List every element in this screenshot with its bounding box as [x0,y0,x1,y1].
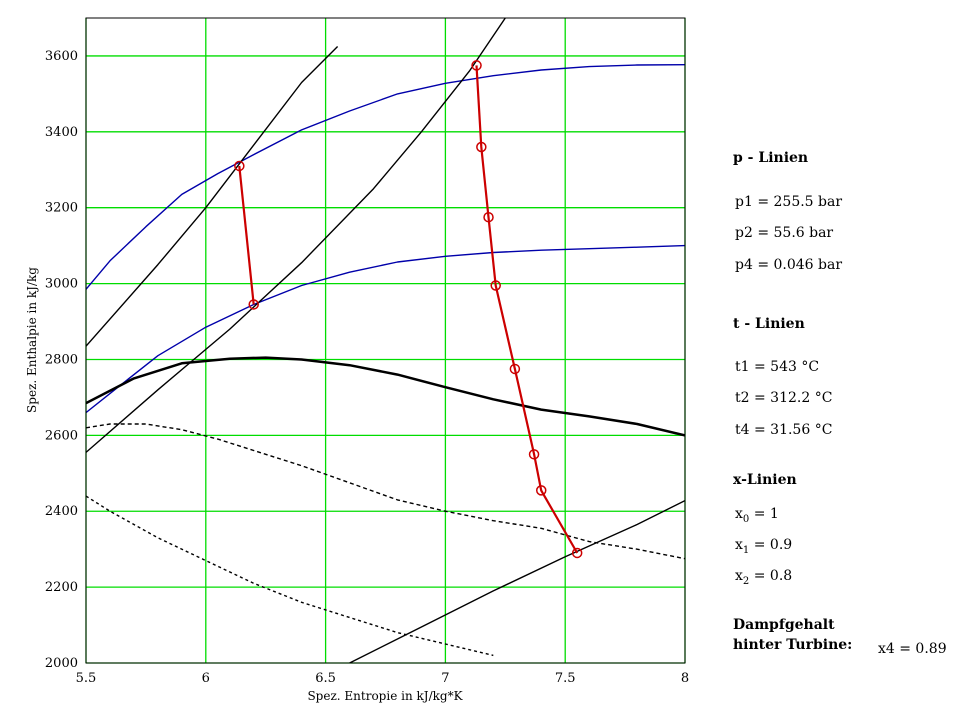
process-point-9-6 [535,485,547,496]
plot-frame [85,17,686,664]
process-point-9-4 [509,363,521,375]
x-tick-label-2: 6.5 [315,671,336,686]
plot-area [86,18,685,663]
isotherm-line-2 [86,46,339,347]
x-tick-labels: 5.5 6 6.5 7 7.5 8 [76,671,689,686]
y-tick-label-0: 2000 [45,656,78,671]
process-point-9-5 [528,449,540,460]
process-point-9-2 [483,211,494,223]
y-axis-label: Spez. Enthalpie in kJ/kg [25,267,39,413]
y-tick-label-7: 3400 [45,125,78,140]
y-tick-labels: 2000 2200 2400 2600 2800 3000 3200 3400 3600 [45,49,78,671]
process-line-8 [238,165,255,305]
isobar-line-1 [86,244,685,414]
isotherm-line-4 [349,499,685,663]
x-tick-label-4: 7.5 [555,671,576,686]
x-line-line-5 [86,356,685,437]
isotherm-line-3 [86,18,506,453]
process-markers [234,60,583,559]
x-tick-label-0: 5.5 [76,671,97,686]
x-tick-label-5: 8 [681,671,689,686]
y-tick-label-5: 3000 [45,277,78,292]
x-tick-label-1: 6 [202,671,210,686]
process-point-8-1 [248,299,259,310]
isobar-line-0 [86,64,685,290]
x-line-dashed-line-6 [86,423,685,560]
x-tick-label-3: 7 [441,671,449,686]
process-point-9-0 [471,60,482,71]
y-tick-label-2: 2400 [45,504,78,519]
x-axis-label: Spez. Entropie in kJ/kg*K [307,689,463,703]
process-point-9-1 [476,141,487,153]
y-tick-label-6: 3200 [45,201,78,216]
process-point-9-7 [571,547,583,559]
y-tick-label-8: 3600 [45,49,78,64]
y-tick-label-3: 2600 [45,428,78,443]
y-tick-label-4: 2800 [45,352,78,367]
y-tick-label-1: 2200 [45,580,78,595]
process-line-9 [475,65,579,554]
x-line-dotted-line-7 [86,495,494,657]
process-point-9-3 [490,280,501,291]
curves [86,18,685,663]
process-point-8-0 [234,160,245,172]
